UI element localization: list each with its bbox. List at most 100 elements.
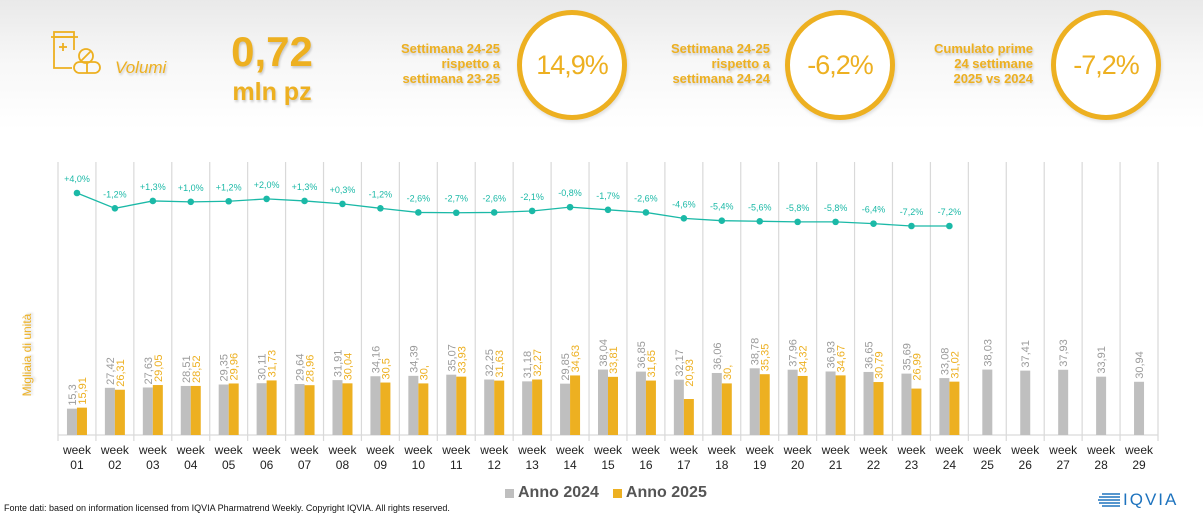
x-tick-label: week [1010, 443, 1040, 457]
bar-2024 [1134, 381, 1145, 435]
value-label-2024: 33,91 [1096, 346, 1108, 374]
bar-2024 [370, 376, 381, 435]
x-tick-label: week [62, 443, 92, 457]
x-tick-label: week [745, 443, 775, 457]
x-tick-label: 17 [677, 458, 691, 472]
value-label-2024: 29,85 [560, 353, 572, 381]
x-tick-label: 09 [374, 458, 388, 472]
legend-item-2024: Anno 2024 [505, 484, 599, 502]
bar-2024 [104, 387, 115, 435]
value-label-2024: 31,18 [522, 351, 534, 379]
x-tick-label: 18 [715, 458, 729, 472]
bar-2025 [304, 385, 315, 435]
value-label-2024: 36,93 [826, 341, 838, 369]
value-label-2024: 32,25 [484, 349, 496, 377]
value-label-2025: 34,32 [798, 345, 810, 373]
bar-2025 [911, 388, 922, 435]
x-tick-label: week [593, 443, 623, 457]
value-label-2025: 29,96 [229, 353, 241, 381]
growth-point [832, 218, 839, 226]
value-label-2024: 33,08 [939, 348, 951, 376]
value-label-2024: 30,11 [257, 353, 269, 380]
bar-2024 [180, 385, 191, 435]
x-tick-label: 05 [222, 458, 236, 472]
bar-2024 [673, 379, 684, 435]
value-label-2024: 34,16 [370, 346, 382, 374]
x-tick-label: week [100, 443, 130, 457]
bar-2025 [190, 385, 201, 435]
bar-2024 [863, 371, 874, 435]
value-label-2025: 31,65 [646, 350, 658, 378]
x-tick-label: week [631, 443, 661, 457]
growth-label: -2,6% [407, 193, 431, 203]
x-tick-label: 12 [488, 458, 502, 472]
value-label-2025: 26,99 [911, 353, 923, 381]
x-tick-label: week [479, 443, 509, 457]
x-tick-label: week [214, 443, 244, 457]
growth-label: +1,3% [292, 182, 318, 192]
comparison-2-line-3: settimana 24-24 [672, 71, 770, 86]
comparison-1-value: 14,9% [536, 49, 609, 80]
x-tick-label: week [1048, 443, 1078, 457]
growth-label: -2,6% [482, 193, 506, 203]
x-tick-label: week [821, 443, 851, 457]
growth-label: -5,6% [748, 202, 772, 212]
growth-point [946, 222, 953, 230]
x-tick-labels: week01week02week03week04week05week06week… [62, 443, 1154, 472]
bar-2025 [721, 383, 732, 435]
bar-2025 [76, 407, 87, 435]
growth-label: +1,2% [216, 182, 242, 192]
value-label-2024: 29,35 [219, 354, 231, 382]
growth-label: +1,3% [140, 182, 166, 192]
x-tick-label: week [707, 443, 737, 457]
value-label-2024: 29,64 [295, 353, 307, 381]
x-tick-label: 16 [639, 458, 653, 472]
value-label-2025: 31,02 [949, 351, 961, 379]
bar-2025 [873, 382, 884, 435]
value-label-2024: 30,94 [1134, 351, 1146, 379]
x-tick-label: 13 [525, 458, 539, 472]
x-tick-label: 22 [867, 458, 881, 472]
legend-item-2025: Anno 2025 [612, 484, 707, 502]
value-label-2025: 30,04 [342, 353, 354, 381]
value-label-2024: 32,17 [674, 349, 686, 377]
pill-bottle-icon [48, 28, 108, 82]
x-tick-label: week [365, 443, 395, 457]
growth-label: -7,2% [938, 207, 962, 217]
x-tick-label: week [972, 443, 1002, 457]
growth-point [415, 209, 422, 216]
value-label-2025: 31,63 [494, 350, 506, 378]
value-label-2024: 37,93 [1058, 339, 1070, 367]
x-tick-label: 23 [905, 458, 919, 472]
bar-2025 [797, 375, 808, 435]
x-tick-label: week [252, 443, 282, 457]
x-tick-label: 06 [260, 458, 274, 472]
bar-2024 [142, 387, 153, 435]
bar-2024 [598, 369, 608, 435]
bar-2025 [114, 389, 125, 435]
growth-point [566, 203, 574, 211]
x-tick-label: week [1086, 443, 1116, 457]
growth-label: -1,7% [596, 191, 620, 201]
kpi-value: 0,72 [231, 28, 313, 75]
bar-2024 [787, 369, 798, 435]
value-label-2025: 30, [722, 365, 734, 380]
comparison-1-line-2: rispetto a [441, 56, 500, 71]
growth-point [756, 217, 764, 225]
bar-2025 [380, 382, 391, 435]
iqvia-logo-text: IQVIA [1123, 490, 1179, 509]
comparison-2-circle: -6,2% [785, 10, 895, 120]
x-tick-label: 21 [829, 458, 843, 472]
bar-2025 [266, 380, 277, 435]
value-label-2024: 35,07 [446, 344, 458, 372]
comparison-2-line-2: rispetto a [711, 56, 770, 71]
value-label-2025: 34,67 [836, 345, 848, 373]
value-label-2024: 27,63 [143, 357, 155, 385]
x-tick-label: week [138, 443, 168, 457]
legend-swatch-2025 [612, 488, 622, 498]
growth-label: +2,0% [254, 180, 280, 190]
x-tick-label: 24 [943, 458, 957, 472]
kpi-label: Volumi [115, 58, 167, 77]
